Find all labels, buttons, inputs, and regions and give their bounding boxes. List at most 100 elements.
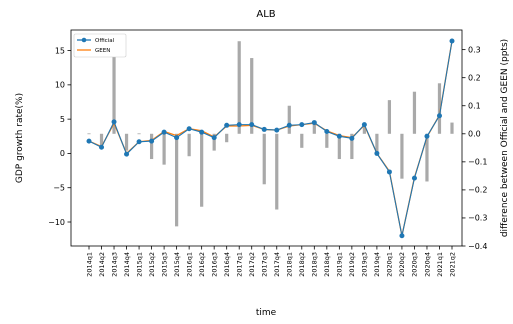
geen-line xyxy=(88,40,453,236)
x-tick-label: 2015q2 xyxy=(148,252,156,277)
y-right-tick-label: −0.3 xyxy=(468,214,487,223)
official-point-2014q4 xyxy=(124,151,130,157)
x-tick-label: 2017q3 xyxy=(261,252,269,277)
y-axis-right-title: difference between Official and GEEN (pp… xyxy=(500,39,510,237)
difference-bar-2018q2 xyxy=(300,133,304,148)
x-tick-label: 2020q3 xyxy=(411,252,419,277)
official-point-2015q3 xyxy=(161,129,167,135)
official-point-2018q3 xyxy=(311,120,317,126)
difference-bar-2017q3 xyxy=(262,133,266,185)
difference-bar-2016q2 xyxy=(200,133,204,207)
difference-bar-2019q3 xyxy=(362,122,366,134)
official-point-2017q1 xyxy=(236,122,242,128)
official-point-2014q1 xyxy=(86,138,92,144)
difference-bar-2016q1 xyxy=(187,133,191,157)
x-tick-label: 2014q2 xyxy=(98,252,106,277)
x-tick-label: 2018q3 xyxy=(311,252,319,277)
y-left-tick-label: 5 xyxy=(60,115,65,124)
official-point-2014q2 xyxy=(99,144,105,150)
x-tick-label: 2020q1 xyxy=(386,252,394,277)
x-tick-label: 2014q1 xyxy=(85,252,93,277)
y-right-tick-label: −0.4 xyxy=(468,242,487,251)
official-point-2020q4 xyxy=(424,133,430,139)
difference-bar-2020q3 xyxy=(412,91,417,134)
official-point-2016q3 xyxy=(211,135,217,141)
difference-bar-2021q1 xyxy=(437,83,442,134)
difference-bar-2015q2 xyxy=(149,133,154,160)
difference-bar-2019q4 xyxy=(375,133,379,154)
official-point-2015q4 xyxy=(174,135,180,141)
official-point-2017q3 xyxy=(261,126,267,132)
official-point-2021q1 xyxy=(436,113,442,119)
difference-bar-2018q4 xyxy=(325,133,329,148)
difference-bar-2016q4 xyxy=(225,133,229,143)
y-axis-left-title: GDP growth rate(%) xyxy=(15,93,25,183)
official-point-2016q2 xyxy=(199,129,205,135)
x-tick-label: 2020q4 xyxy=(423,252,431,277)
difference-bar-2015q3 xyxy=(162,133,166,165)
y-axis-left: −10 −5 0 5 10 15 xyxy=(48,46,71,227)
official-point-2014q3 xyxy=(111,119,117,125)
x-tick-label: 2018q2 xyxy=(298,252,306,277)
official-point-2020q2 xyxy=(399,233,405,239)
x-axis-title: time xyxy=(256,308,277,318)
x-tick-label: 2015q4 xyxy=(173,252,181,277)
x-tick-label: 2018q1 xyxy=(286,252,294,277)
difference-bar-2017q1 xyxy=(237,41,241,134)
y-right-tick-label: −0.1 xyxy=(468,158,487,167)
y-left-tick-label: 10 xyxy=(55,81,65,90)
x-tick-label: 2017q2 xyxy=(248,252,256,277)
official-line xyxy=(88,40,453,236)
x-tick-label: 2019q2 xyxy=(348,252,356,277)
difference-bar-2019q2 xyxy=(350,133,354,160)
series-geen xyxy=(88,40,453,236)
official-point-2020q3 xyxy=(411,175,417,181)
legend-geen-label: GEEN xyxy=(95,48,110,54)
legend: Official GEEN xyxy=(73,33,127,58)
difference-bar-2021q2 xyxy=(450,122,454,134)
x-tick-label: 2019q3 xyxy=(361,252,369,277)
x-tick-label: 2016q4 xyxy=(223,252,231,277)
x-tick-label: 2021q1 xyxy=(436,252,444,277)
x-tick-label: 2018q4 xyxy=(323,252,331,277)
y-left-tick-label: 0 xyxy=(60,149,65,158)
x-axis: 2014q1 2014q2 2014q3 2014q4 2015q1 2015q2 2015… xyxy=(85,246,456,277)
x-tick-label: 2017q4 xyxy=(273,252,281,277)
difference-bar-2014q4 xyxy=(124,133,129,151)
y-right-tick-label: 0.3 xyxy=(468,45,481,54)
y-right-tick-label: 0.0 xyxy=(468,130,481,139)
official-point-2019q1 xyxy=(336,133,342,139)
difference-bar-2014q3 xyxy=(112,55,116,134)
difference-bar-2020q1 xyxy=(387,100,392,134)
official-point-2019q3 xyxy=(361,122,367,128)
official-point-2018q4 xyxy=(324,128,330,134)
difference-bar-2017q4 xyxy=(275,133,279,210)
difference-bar-2020q4 xyxy=(425,133,429,182)
official-point-2019q4 xyxy=(374,150,380,156)
official-point-2016q1 xyxy=(186,126,192,132)
y-right-tick-label: −0.2 xyxy=(468,186,487,195)
x-tick-label: 2016q1 xyxy=(185,252,193,277)
difference-bar-2015q4 xyxy=(175,133,179,227)
official-point-2020q1 xyxy=(386,169,392,175)
official-point-2018q1 xyxy=(286,122,292,128)
official-point-2018q2 xyxy=(299,122,305,128)
x-tick-label: 2021q2 xyxy=(448,252,456,277)
legend-official-label: Official xyxy=(95,38,115,44)
difference-bar-2020q2 xyxy=(400,133,404,179)
difference-bar-2018q3 xyxy=(312,122,316,134)
y-right-tick-label: 0.2 xyxy=(468,73,481,82)
x-tick-label: 2020q2 xyxy=(398,252,406,277)
x-tick-label: 2017q1 xyxy=(236,252,244,277)
difference-bar-2019q1 xyxy=(337,133,341,160)
official-point-2015q1 xyxy=(136,139,142,145)
x-tick-label: 2019q1 xyxy=(336,252,344,277)
y-right-tick-label: 0.1 xyxy=(468,102,481,111)
y-left-tick-label: −5 xyxy=(53,184,65,193)
y-left-tick-label: 15 xyxy=(55,46,65,55)
y-left-tick-label: −10 xyxy=(48,218,65,227)
difference-bar-2018q1 xyxy=(287,105,291,134)
plot-frame xyxy=(70,29,463,247)
legend-official-marker xyxy=(81,37,87,43)
